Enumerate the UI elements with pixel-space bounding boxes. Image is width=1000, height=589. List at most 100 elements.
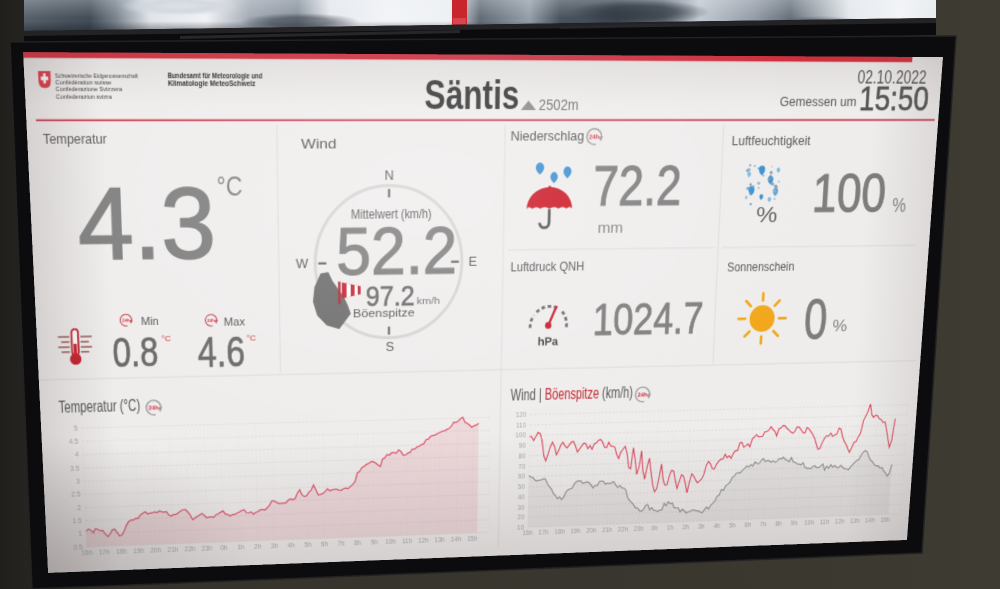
svg-text:N: N — [384, 168, 393, 183]
svg-text:1024.7: 1024.7 — [592, 294, 704, 344]
svg-text:0.8: 0.8 — [112, 328, 159, 376]
svg-text:14h: 14h — [865, 517, 875, 525]
svg-text:40: 40 — [518, 493, 525, 501]
svg-text:2502m: 2502m — [539, 96, 579, 113]
svg-text:18h: 18h — [116, 548, 127, 556]
svg-text:24h: 24h — [148, 405, 158, 412]
svg-text:Niederschlag: Niederschlag — [510, 130, 584, 145]
svg-text:3h: 3h — [698, 523, 705, 531]
svg-text:21h: 21h — [602, 526, 612, 534]
svg-text:72.2: 72.2 — [593, 154, 683, 217]
svg-text:17h: 17h — [538, 529, 548, 537]
svg-text:3h: 3h — [271, 542, 278, 550]
svg-text:16h: 16h — [522, 529, 532, 537]
svg-text:10h: 10h — [385, 538, 395, 546]
svg-text:1: 1 — [78, 530, 82, 538]
svg-text:5: 5 — [74, 424, 78, 432]
svg-text:°C: °C — [216, 172, 242, 202]
svg-text:52.2: 52.2 — [336, 213, 458, 290]
svg-text:2h: 2h — [682, 523, 689, 531]
svg-text:3.5: 3.5 — [70, 464, 80, 472]
svg-text:24h: 24h — [589, 134, 599, 141]
svg-text:S: S — [386, 340, 394, 355]
svg-text:Temperatur (°C): Temperatur (°C) — [58, 396, 140, 416]
svg-text:6h: 6h — [321, 540, 328, 548]
svg-text:22h: 22h — [184, 545, 195, 553]
svg-text:9h: 9h — [371, 538, 378, 546]
svg-text:8h: 8h — [775, 520, 782, 528]
svg-text:Confederaziun svizra: Confederaziun svizra — [56, 94, 113, 101]
svg-text:4.5: 4.5 — [69, 437, 79, 445]
svg-text:14h: 14h — [451, 535, 461, 543]
svg-text:%: % — [756, 203, 779, 228]
svg-text:15h: 15h — [467, 535, 477, 543]
svg-text:4h: 4h — [713, 522, 720, 530]
svg-text:Sonnenschein: Sonnenschein — [727, 259, 795, 273]
svg-text:4h: 4h — [288, 541, 295, 549]
svg-text:24h: 24h — [122, 318, 130, 324]
svg-text:110: 110 — [516, 421, 526, 429]
svg-text:hPa: hPa — [538, 334, 559, 348]
svg-text:2h: 2h — [254, 543, 261, 551]
svg-text:0h: 0h — [651, 525, 658, 533]
svg-text:2: 2 — [77, 504, 81, 512]
svg-text:10h: 10h — [804, 519, 814, 527]
svg-text:7h: 7h — [338, 540, 345, 548]
svg-text:12h: 12h — [418, 536, 428, 544]
svg-text:17h: 17h — [99, 548, 110, 556]
svg-text:Temperatur: Temperatur — [43, 132, 108, 148]
svg-text:Säntis: Säntis — [424, 72, 519, 118]
svg-text:30: 30 — [518, 503, 525, 511]
svg-text:20: 20 — [517, 513, 524, 521]
svg-text:16h: 16h — [81, 549, 92, 557]
svg-text:20h: 20h — [586, 527, 596, 535]
svg-text:1.5: 1.5 — [72, 517, 82, 525]
svg-text:Wind | Böenspitze (km/h): Wind | Böenspitze (km/h) — [510, 383, 633, 404]
svg-text:0: 0 — [802, 289, 829, 351]
svg-text:0h: 0h — [220, 544, 227, 552]
svg-text:11h: 11h — [402, 537, 412, 545]
svg-text:7h: 7h — [760, 521, 767, 529]
svg-text:3: 3 — [76, 477, 80, 485]
svg-text:2.5: 2.5 — [71, 491, 81, 499]
svg-text:15:50: 15:50 — [858, 79, 930, 117]
svg-text:11h: 11h — [820, 518, 830, 526]
svg-text:70: 70 — [518, 462, 525, 470]
svg-text:Luftfeuchtigkeit: Luftfeuchtigkeit — [731, 133, 811, 149]
svg-text:1h: 1h — [667, 524, 674, 532]
svg-text:Max: Max — [224, 314, 246, 328]
svg-text:24h: 24h — [638, 392, 648, 398]
svg-text:Luftdruck QNH: Luftdruck QNH — [510, 259, 584, 274]
svg-text:80: 80 — [518, 452, 525, 460]
svg-text:20h: 20h — [150, 546, 161, 554]
svg-text:18h: 18h — [554, 528, 564, 536]
svg-text:4.6: 4.6 — [197, 328, 245, 378]
svg-text:Böenspitze: Böenspitze — [353, 306, 415, 320]
svg-text:90: 90 — [519, 442, 526, 450]
svg-text:Wind: Wind — [301, 136, 337, 151]
svg-text:120: 120 — [516, 411, 527, 419]
svg-text:6h: 6h — [744, 521, 751, 529]
svg-text:60: 60 — [518, 473, 525, 481]
svg-text:4.3: 4.3 — [75, 167, 217, 282]
svg-text:24h: 24h — [207, 318, 215, 324]
svg-text:%: % — [832, 316, 848, 335]
svg-text:19h: 19h — [570, 527, 580, 535]
svg-text:°C: °C — [161, 333, 171, 342]
svg-text:9h: 9h — [791, 520, 798, 528]
svg-text:5h: 5h — [729, 522, 736, 530]
svg-text:5h: 5h — [304, 541, 311, 549]
svg-text:W: W — [296, 257, 309, 272]
svg-text:12h: 12h — [835, 518, 845, 526]
svg-text:E: E — [469, 255, 478, 270]
svg-text:19h: 19h — [133, 547, 144, 555]
svg-text:100: 100 — [515, 431, 526, 439]
svg-text:Klimatologie MeteoSchweiz: Klimatologie MeteoSchweiz — [168, 80, 256, 88]
svg-text:13h: 13h — [434, 536, 444, 544]
svg-text:15h: 15h — [880, 516, 890, 524]
svg-text:1h: 1h — [237, 543, 244, 551]
svg-text:mm: mm — [597, 219, 623, 237]
svg-text:Gemessen um: Gemessen um — [779, 94, 856, 108]
svg-text:21h: 21h — [167, 546, 178, 554]
svg-text:23h: 23h — [634, 525, 644, 533]
